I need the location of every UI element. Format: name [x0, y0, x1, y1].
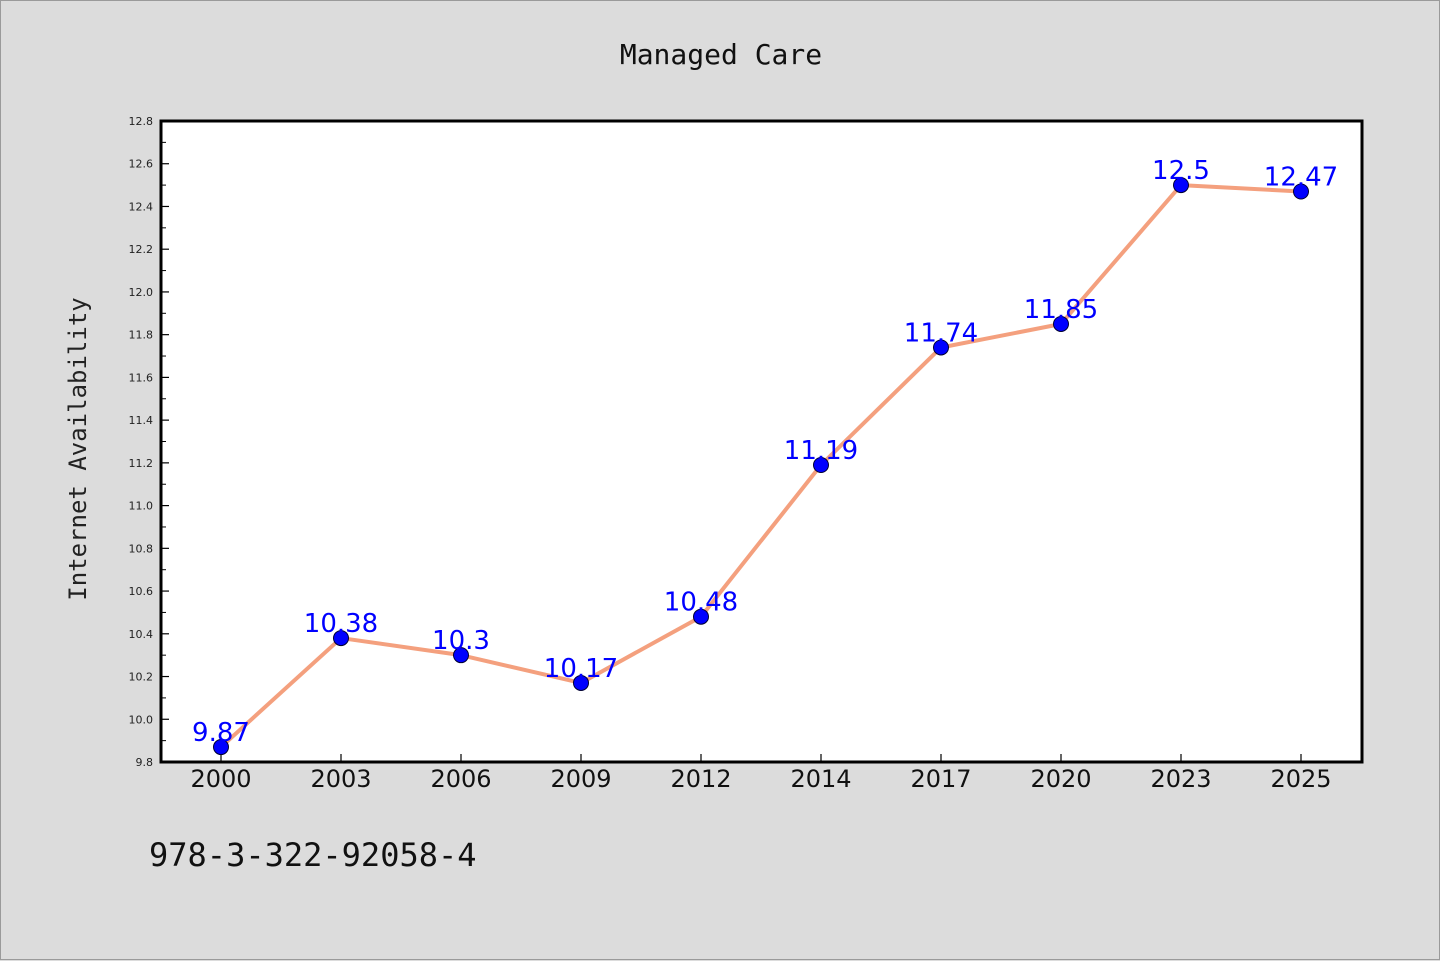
- y-tick-label: 11.4: [129, 414, 154, 427]
- x-axis: 2000 2003 2006 2009 2012 2014 2017 2020 2023 2025: [190, 754, 1332, 793]
- x-tick-label: 2000: [190, 765, 251, 793]
- y-tick-label: 10.2: [129, 671, 154, 684]
- y-axis: 9.8 10.0 10.2 10.4 10.6 10.8 11.0 11.2 11.4 11.6 1…: [129, 115, 169, 769]
- x-tick-label: 2006: [430, 765, 491, 793]
- data-label: 9.87: [192, 718, 250, 748]
- chart-title: Managed Care: [620, 38, 822, 71]
- data-label: 11.85: [1024, 295, 1098, 325]
- data-label: 10.17: [544, 654, 618, 684]
- series-line: [219, 183, 1303, 750]
- y-tick-label: 12.6: [129, 158, 154, 171]
- data-point-marker: [933, 339, 949, 356]
- x-tick-label: 2003: [310, 765, 371, 793]
- y-tick-label: 10.0: [129, 713, 154, 726]
- data-point-marker: [1293, 183, 1309, 200]
- data-label: 11.19: [784, 436, 858, 466]
- data-label: 12.5: [1152, 156, 1210, 186]
- data-point-marker: [693, 608, 709, 625]
- x-tick-label: 2017: [910, 765, 971, 793]
- data-label: 12.47: [1264, 163, 1338, 193]
- data-point-marker: [1173, 177, 1189, 194]
- data-label: 10.3: [432, 626, 490, 656]
- series-layer: [213, 177, 1309, 756]
- data-label: 10.38: [304, 609, 378, 639]
- y-tick-label: 12.4: [129, 200, 154, 213]
- plot-area: [159, 119, 1364, 764]
- y-axis-label: Internet Availability: [64, 297, 92, 600]
- y-tick-label: 10.4: [129, 628, 154, 641]
- data-point-marker: [573, 674, 589, 691]
- y-tick-label: 11.6: [129, 371, 154, 384]
- data-point-marker: [813, 457, 829, 474]
- footnote-isbn: 978-3-322-92058-4: [149, 836, 477, 874]
- data-point-marker: [333, 630, 349, 647]
- x-tick-label: 2020: [1030, 765, 1091, 793]
- data-point-marker: [213, 739, 229, 756]
- x-tick-label: 2009: [550, 765, 611, 793]
- data-label: 10.48: [664, 588, 738, 618]
- data-label: 11.74: [904, 318, 978, 348]
- y-tick-label: 11.0: [129, 500, 154, 513]
- x-tick-label: 2014: [790, 765, 851, 793]
- y-tick-label: 9.8: [136, 756, 154, 769]
- data-labels-layer: 9.87 10.38 10.3 10.17 10.48 11.19 11.74 11.85 12…: [192, 156, 1338, 748]
- y-tick-label: 10.6: [129, 585, 154, 598]
- x-tick-label: 2025: [1270, 765, 1331, 793]
- y-tick-label: 12.0: [129, 286, 154, 299]
- y-tick-label: 12.8: [129, 115, 154, 128]
- y-tick-label: 12.2: [129, 243, 154, 256]
- data-point-marker: [453, 647, 469, 664]
- x-tick-label: 2023: [1150, 765, 1211, 793]
- y-tick-label: 10.8: [129, 542, 154, 555]
- data-point-marker: [1053, 315, 1069, 332]
- x-tick-label: 2012: [670, 765, 731, 793]
- y-tick-label: 11.2: [129, 457, 154, 470]
- y-tick-label: 11.8: [129, 329, 154, 342]
